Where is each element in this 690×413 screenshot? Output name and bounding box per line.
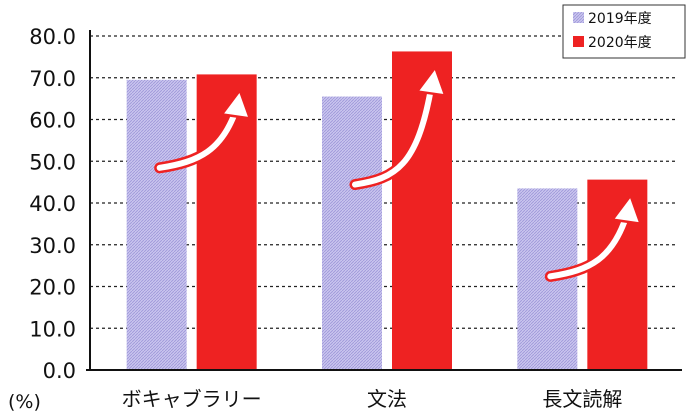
bar-2019-1 bbox=[322, 96, 382, 370]
y-tick-label: 60.0 bbox=[29, 109, 76, 133]
arrow-head bbox=[415, 66, 447, 97]
category-label: 文法 bbox=[367, 387, 407, 411]
arrow-head bbox=[220, 89, 252, 120]
legend-swatch-2020 bbox=[573, 36, 584, 47]
category-label: ボキャブラリー bbox=[122, 387, 262, 411]
y-tick-label: 0.0 bbox=[43, 359, 76, 383]
arrow-shaft bbox=[352, 84, 435, 188]
arrow-head bbox=[611, 194, 642, 225]
trend-arrows bbox=[154, 66, 642, 282]
arrow-shaft bbox=[156, 107, 239, 171]
y-tick-label: 40.0 bbox=[29, 192, 76, 216]
bars bbox=[126, 51, 648, 371]
y-tick-label: 10.0 bbox=[29, 317, 76, 341]
category-label: 長文読解 bbox=[542, 387, 622, 411]
y-tick-label: 70.0 bbox=[29, 67, 76, 91]
bar-2019-0 bbox=[126, 79, 187, 371]
category-labels: ボキャブラリー 文法 長文読解 bbox=[122, 387, 623, 411]
legend: 2019年度 2020年度 bbox=[562, 4, 686, 59]
y-tick-label: 20.0 bbox=[29, 276, 76, 300]
legend-label-2019: 2019年度 bbox=[588, 11, 652, 27]
y-tick-labels: 0.0 10.0 20.0 30.0 40.0 50.0 60.0 70.0 80.0 bbox=[29, 25, 76, 383]
bar-2020-1 bbox=[392, 51, 452, 370]
y-unit-label: (%) bbox=[8, 391, 41, 413]
axes bbox=[86, 30, 682, 371]
legend-swatch-2019 bbox=[573, 12, 584, 23]
bar-2020-2 bbox=[587, 179, 648, 370]
legend-label-2020: 2020年度 bbox=[588, 35, 652, 51]
y-tick-label: 30.0 bbox=[29, 234, 76, 258]
y-tick-label: 80.0 bbox=[29, 25, 76, 49]
arrow-shaft bbox=[547, 212, 630, 280]
y-tick-label: 50.0 bbox=[29, 150, 76, 174]
